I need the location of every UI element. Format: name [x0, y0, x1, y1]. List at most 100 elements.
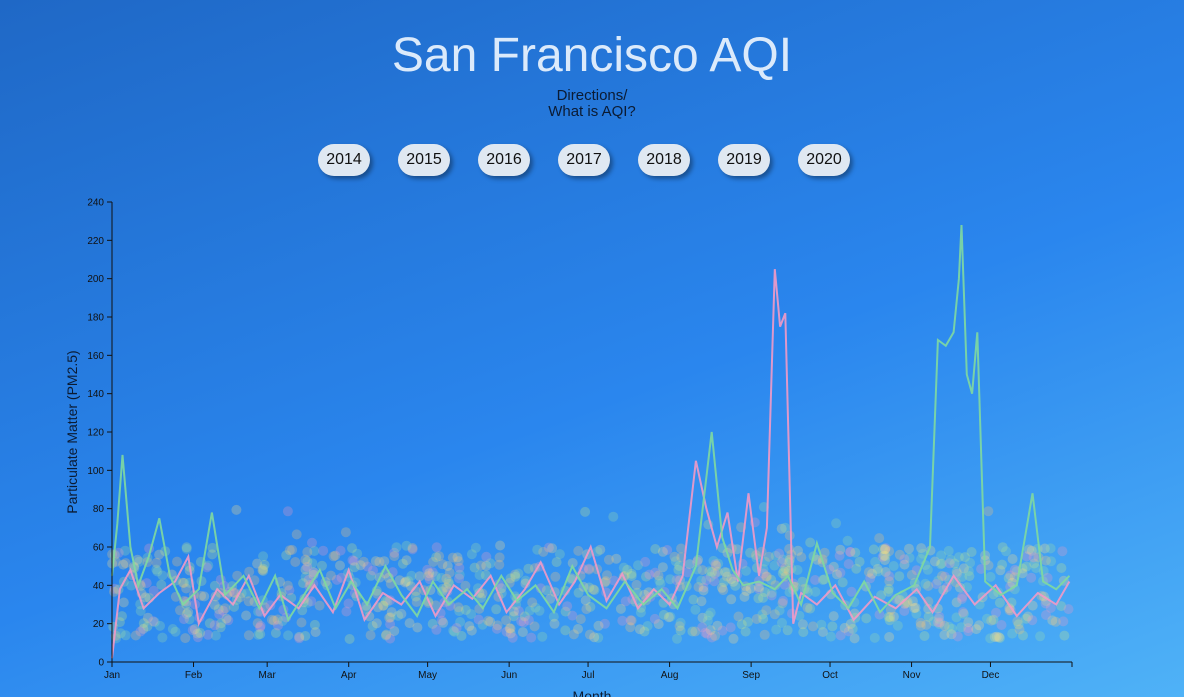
- scatter-dot: [850, 547, 861, 558]
- scatter-dot: [831, 518, 842, 529]
- scatter-dot: [192, 628, 203, 639]
- scatter-dot: [575, 614, 586, 625]
- scatter-dot: [693, 582, 704, 592]
- scatter-dot: [874, 533, 885, 544]
- scatter-dot: [640, 556, 651, 567]
- scatter-dot: [537, 631, 548, 642]
- scatter-dot: [252, 618, 263, 629]
- scatter-dot: [1041, 610, 1051, 620]
- y-axis: 0 20 40 60 80 100 120 140 160 180 200 220 240: [87, 198, 113, 669]
- scatter-dot: [778, 565, 789, 576]
- scatter-dot: [378, 600, 389, 611]
- scatter-dot: [774, 548, 785, 559]
- scatter-dot: [1003, 573, 1014, 584]
- scatter-dot: [966, 547, 977, 557]
- directions-link[interactable]: Directions/: [556, 87, 628, 104]
- scatter-dot: [474, 588, 485, 598]
- scatter-dot: [481, 551, 492, 562]
- scatter-dot: [583, 563, 594, 574]
- scatter-dot: [148, 616, 159, 627]
- scatter-dot: [906, 570, 917, 580]
- scatter-dot: [466, 609, 477, 620]
- year-button-2015[interactable]: 2015: [398, 144, 450, 176]
- scatter-dot: [626, 615, 637, 626]
- scatter-dot: [988, 589, 999, 600]
- scatter-dot: [232, 570, 243, 581]
- scatter-dot: [283, 630, 294, 641]
- scatter-dot: [272, 614, 283, 625]
- year-button-2018[interactable]: 2018: [638, 144, 690, 176]
- scatter-dot: [663, 612, 674, 623]
- scatter-dot: [878, 544, 888, 555]
- scatter-dot: [793, 545, 803, 556]
- scatter-dot: [593, 632, 604, 643]
- scatter-dot: [414, 571, 425, 582]
- scatter-dot: [423, 571, 434, 582]
- scatter-dot: [782, 625, 793, 636]
- scatter-dot: [759, 629, 770, 640]
- scatter-dot: [298, 578, 309, 589]
- scatter-dot: [769, 560, 780, 571]
- scatter-dot: [151, 557, 162, 568]
- scatter-dot: [952, 631, 963, 642]
- year-button-2019[interactable]: 2019: [718, 144, 770, 176]
- scatter-dot: [700, 627, 711, 638]
- scatter-dot: [177, 577, 188, 588]
- scatter-dot: [138, 618, 149, 629]
- scatter-dot: [911, 608, 922, 619]
- scatter-dot: [181, 543, 192, 554]
- scatter-dot: [595, 544, 606, 555]
- scatter-dot: [873, 566, 884, 577]
- scatter-dot: [1013, 619, 1024, 630]
- scatter-dot: [397, 558, 408, 569]
- year-selector: 2014 2015 2016 2017 2018 2019 2020: [318, 144, 850, 176]
- scatter-dot: [834, 550, 845, 561]
- scatter-dot: [335, 545, 346, 556]
- scatter-dot: [706, 567, 717, 577]
- scatter-dot: [504, 623, 515, 634]
- scatter-dot: [244, 566, 255, 577]
- scatter-dot: [634, 624, 645, 635]
- scatter-dot: [181, 542, 192, 553]
- scatter-dot: [560, 606, 571, 617]
- scatter-dot: [545, 593, 556, 604]
- scatter-dot: [919, 631, 930, 641]
- scatter-dot: [657, 562, 668, 573]
- scatter-dot: [216, 618, 227, 629]
- scatter-dot: [1026, 545, 1037, 556]
- scatter-dot: [899, 559, 910, 570]
- scatter-dot: [845, 619, 856, 629]
- scatter-dot: [172, 556, 182, 567]
- scatter-dot: [644, 569, 655, 580]
- scatter-dot: [120, 630, 131, 641]
- scatter-dot: [916, 543, 927, 554]
- year-button-2014[interactable]: 2014: [318, 144, 370, 176]
- scatter-dot: [725, 622, 736, 633]
- year-button-2017[interactable]: 2017: [558, 144, 610, 176]
- scatter-dot: [585, 601, 596, 612]
- scatter-dot: [958, 608, 969, 619]
- scatter-dot: [529, 621, 540, 632]
- scatter-dot: [758, 592, 769, 603]
- year-button-2020[interactable]: 2020: [798, 144, 850, 176]
- scatter-dot: [828, 611, 839, 622]
- scatter-dot: [282, 506, 293, 517]
- scatter-dot: [705, 625, 716, 636]
- scatter-dot: [849, 597, 860, 608]
- what-is-aqi-link[interactable]: What is AQI?: [548, 103, 636, 120]
- y-tick-label: 40: [93, 581, 105, 592]
- scatter-dot: [728, 576, 739, 587]
- scatter-dot: [995, 565, 1006, 576]
- scatter-dot: [431, 624, 442, 635]
- scatter-dot: [142, 621, 153, 632]
- scatter-dot: [662, 545, 673, 555]
- scatter-dot: [213, 604, 224, 615]
- y-axis-label: Particulate Matter (PM2.5): [64, 350, 80, 513]
- scatter-dot: [971, 624, 982, 635]
- scatter-dot: [868, 544, 879, 555]
- scatter-dot: [253, 606, 264, 617]
- year-button-2016[interactable]: 2016: [478, 144, 530, 176]
- scatter-dot: [386, 607, 397, 618]
- scatter-dot: [412, 622, 423, 633]
- scatter-dot: [957, 594, 967, 604]
